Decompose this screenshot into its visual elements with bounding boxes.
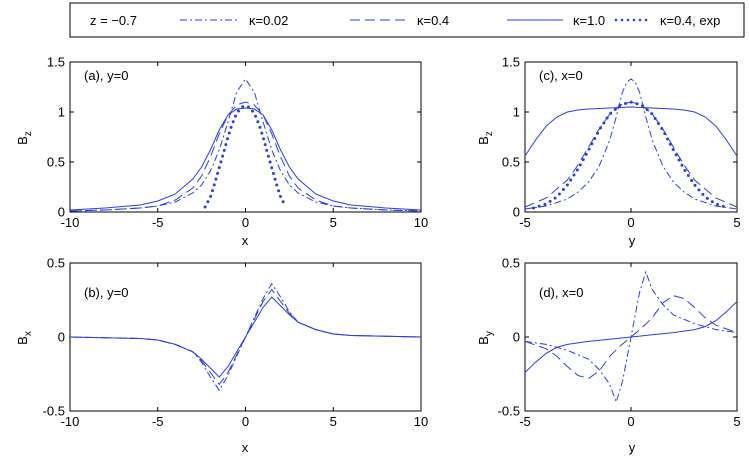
svg-text:Bz: Bz (476, 131, 495, 145)
panel-a-series-dashed (69, 101, 422, 212)
panel-b-xtick-label: -5 (152, 414, 164, 429)
panel-c-xlabel: y (629, 233, 636, 248)
panel-b-ylabel: Bx (15, 331, 34, 345)
panel-d-ylabel-sub: y (484, 331, 495, 336)
panel-c-ytick-label: 1 (513, 105, 520, 120)
panel-a-series-solid (69, 107, 422, 211)
panel-c-annotation: (c), x=0 (539, 68, 583, 83)
svg-text:Bx: Bx (15, 331, 34, 345)
svg-text:Bz: Bz (15, 131, 34, 145)
panel-c-ylabel-main: B (476, 136, 491, 145)
panel-d-xtick-label: -5 (519, 414, 531, 429)
panel-a-xtick-label: 0 (242, 215, 249, 230)
panel-b-xtick-label: 10 (414, 414, 428, 429)
panel-b-annotation: (b), y=0 (84, 285, 128, 300)
panel-d-xtick-label: 5 (733, 414, 740, 429)
panel-a-xtick-label: 10 (414, 215, 428, 230)
panel-b-ytick-label: 0.5 (47, 256, 65, 271)
panel-c-xtick-label: -5 (519, 215, 531, 230)
panel-a-xtick-label: 5 (330, 215, 337, 230)
panel-a-ytick-label: 1.5 (47, 55, 65, 70)
panel-b-ylabel-sub: x (23, 331, 34, 336)
panel-d-series-solid (524, 301, 738, 373)
panel-b: (b), y=0 x Bx -10 -5 0 5 10 -0.5 0 0.5 (15, 256, 428, 456)
panel-a-ylabel-main: B (15, 136, 30, 145)
panel-a-series-dotted (203, 104, 288, 209)
panel-c-ytick-label: 0.5 (502, 155, 520, 170)
panel-b-series-solid (69, 296, 422, 378)
panel-a-ylabel: Bz (15, 131, 34, 145)
panel-a-ytick-label: 0 (58, 205, 65, 220)
panel-d-ytick-label: 0 (513, 330, 520, 345)
legend: z = −0.7 κ=0.02 κ=0.4 κ=1.0 κ=0.4, exp (69, 2, 745, 38)
panel-b-ytick-label: -0.5 (43, 404, 65, 419)
panel-c-series-dashdot (524, 78, 738, 210)
legend-box (69, 2, 745, 38)
legend-label-k04-exp: κ=0.4, exp (660, 13, 720, 28)
svg-text:By: By (476, 331, 495, 345)
legend-label-k04: κ=0.4 (417, 13, 449, 28)
panel-d-series-dashed (524, 295, 738, 379)
panel-a-xtick-label: -5 (152, 215, 164, 230)
panel-c-xtick-label: 0 (627, 215, 634, 230)
legend-label-k1: κ=1.0 (573, 13, 605, 28)
panel-a-ylabel-sub: z (23, 131, 34, 136)
panel-a: (a), y=0 x Bz -10 -5 0 5 10 0 0.5 1 1.5 (15, 55, 428, 249)
panel-b-xtick-label: 5 (330, 414, 337, 429)
panel-d-ylabel-main: B (476, 336, 491, 345)
panel-c-series-dashed (524, 101, 738, 208)
panel-c-xtick-label: 5 (733, 215, 740, 230)
panel-d-xlabel: y (629, 440, 636, 455)
panel-d-ytick-label: 0.5 (502, 256, 520, 271)
panel-c-ytick-label: 1.5 (502, 55, 520, 70)
panel-a-series-dashdot (69, 78, 422, 212)
panel-d-ylabel: By (476, 331, 495, 345)
panel-a-xlabel: x (242, 233, 249, 248)
panel-a-frame (69, 61, 422, 213)
panel-d-xtick-label: 0 (627, 414, 634, 429)
panel-a-ytick-label: 1 (58, 105, 65, 120)
panel-b-ytick-label: 0 (58, 330, 65, 345)
panel-c: (c), x=0 y Bz -5 0 500.511.5 (476, 55, 741, 249)
legend-label-k002: κ=0.02 (249, 13, 288, 28)
legend-title: z = −0.7 (90, 13, 137, 28)
panel-a-annotation: (a), y=0 (84, 68, 128, 83)
panel-c-series-dotted (532, 100, 730, 210)
panel-b-xtick-label: -10 (61, 414, 80, 429)
panel-a-xtick-label: -10 (61, 215, 80, 230)
panel-c-ylabel-sub: z (484, 131, 495, 136)
panel-c-ytick-label: 0 (513, 205, 520, 220)
panel-a-ytick-label: 0.5 (47, 155, 65, 170)
panel-c-series-solid (524, 106, 738, 157)
panel-d: (d), x=0 y By -5 0 5 -0.5 0 0.5 (476, 256, 741, 456)
panel-c-ylabel: Bz (476, 131, 495, 145)
panel-b-ylabel-main: B (15, 336, 30, 345)
panel-b-xlabel: x (242, 440, 249, 455)
panel-d-annotation: (d), x=0 (539, 285, 583, 300)
panel-b-xtick-label: 0 (242, 414, 249, 429)
panel-d-ytick-label: -0.5 (498, 404, 520, 419)
